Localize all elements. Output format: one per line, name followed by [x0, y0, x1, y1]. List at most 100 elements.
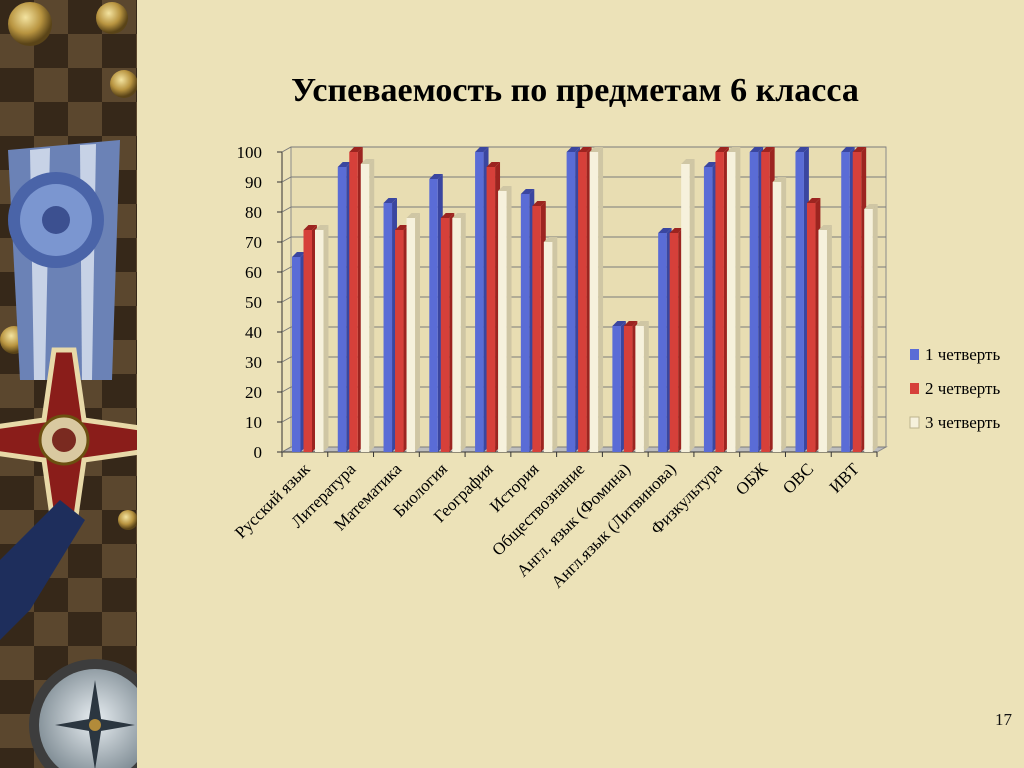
bar-1-9 — [658, 228, 672, 452]
bar-2-9 — [669, 228, 684, 452]
bar-front — [452, 218, 461, 452]
bar-1-12 — [795, 147, 809, 452]
bar-1-4 — [429, 174, 443, 452]
bar-3-4 — [452, 213, 466, 452]
bar-top — [440, 213, 455, 218]
bar-1-11 — [749, 147, 764, 452]
bar-front — [726, 152, 736, 452]
legend-label: 3 четверть — [925, 413, 1000, 432]
bar-1-13 — [841, 147, 855, 452]
bar-front — [475, 152, 484, 452]
legend-swatch — [909, 416, 920, 429]
bar-front — [681, 164, 690, 452]
bar-2-13 — [852, 147, 867, 452]
bar-front — [623, 326, 633, 452]
bar-front — [292, 257, 301, 452]
bar-2-5 — [486, 162, 501, 452]
bar-3-2 — [360, 159, 375, 452]
legend-swatch — [910, 349, 919, 360]
bar-3-13 — [864, 204, 878, 452]
bar-3-9 — [681, 159, 695, 452]
legend-label: 2 четверть — [925, 379, 1000, 398]
bar-top — [395, 225, 409, 230]
bar-front — [864, 209, 873, 452]
y-tick-label: 0 — [254, 443, 263, 462]
bar-3-11 — [772, 177, 787, 452]
bar-3-10 — [726, 147, 741, 452]
bar-front — [669, 233, 679, 452]
bar-2-8 — [623, 321, 638, 452]
y-tick-label: 40 — [245, 323, 262, 342]
bar-top — [452, 213, 466, 218]
bar-top — [852, 147, 867, 152]
bar-front — [772, 182, 782, 452]
bar-top — [475, 147, 489, 152]
bar-front — [303, 230, 312, 452]
bar-top — [406, 213, 420, 218]
bar-side — [415, 213, 420, 452]
y-tick-label: 60 — [245, 263, 262, 282]
bar-1-2 — [337, 162, 352, 452]
bar-front — [749, 152, 759, 452]
bar-top — [292, 252, 306, 257]
bar-front — [578, 152, 587, 452]
bar-2-1 — [303, 225, 317, 452]
y-tick-label: 100 — [237, 143, 263, 162]
bar-3-5 — [498, 186, 512, 452]
bar-2-10 — [715, 147, 729, 452]
bar-front — [360, 164, 370, 452]
gridline — [281, 146, 886, 153]
legend-swatch — [910, 383, 919, 394]
y-tick-label: 50 — [245, 293, 262, 312]
bar-top — [658, 228, 672, 233]
bar-top — [566, 147, 581, 152]
bar-front — [406, 218, 416, 452]
bar-top — [761, 147, 775, 152]
bar-top — [612, 321, 626, 326]
bar-top — [578, 147, 592, 152]
legend-label: 1 четверть — [925, 345, 1000, 364]
x-tick-label: ИВТ — [826, 459, 864, 497]
bar-2-7 — [578, 147, 592, 452]
bar-front — [658, 233, 667, 452]
bar-1-7 — [566, 147, 581, 452]
cross-order-icon — [0, 347, 137, 533]
bar-front — [395, 230, 404, 452]
bar-front — [383, 203, 393, 452]
bar-top — [726, 147, 741, 152]
bar-side — [643, 321, 649, 452]
bar-front — [612, 326, 621, 452]
bar-top — [429, 174, 443, 179]
bar-front — [440, 218, 450, 452]
bar-top — [360, 159, 375, 164]
bar-top — [337, 162, 352, 167]
medal-ribbon-icon — [8, 140, 120, 380]
bar-1-6 — [520, 189, 535, 452]
bar-front — [818, 230, 827, 452]
x-tick-label: ОВС — [779, 459, 817, 497]
y-tick-label: 70 — [245, 233, 262, 252]
bar-2-11 — [761, 147, 775, 452]
page-number: 17 — [995, 710, 1012, 729]
bar-top — [841, 147, 855, 152]
y-tick-label: 20 — [245, 383, 262, 402]
bar-1-10 — [703, 162, 718, 452]
bar-2-2 — [349, 147, 363, 452]
bar-front — [761, 152, 770, 452]
bar-1-3 — [383, 198, 397, 452]
bar-side — [826, 225, 832, 452]
bar-top — [383, 198, 397, 203]
bar-top — [532, 201, 546, 206]
bar-front — [795, 152, 804, 452]
bar-top — [349, 147, 363, 152]
decorative-medals-strip — [0, 0, 137, 768]
bar-top — [498, 186, 512, 191]
bar-top — [543, 237, 558, 242]
y-tick-label: 30 — [245, 353, 262, 372]
bar-side — [689, 159, 695, 452]
bar-top — [635, 321, 649, 326]
bar-front — [635, 326, 644, 452]
bar-front — [841, 152, 850, 452]
bar-side — [460, 213, 466, 452]
